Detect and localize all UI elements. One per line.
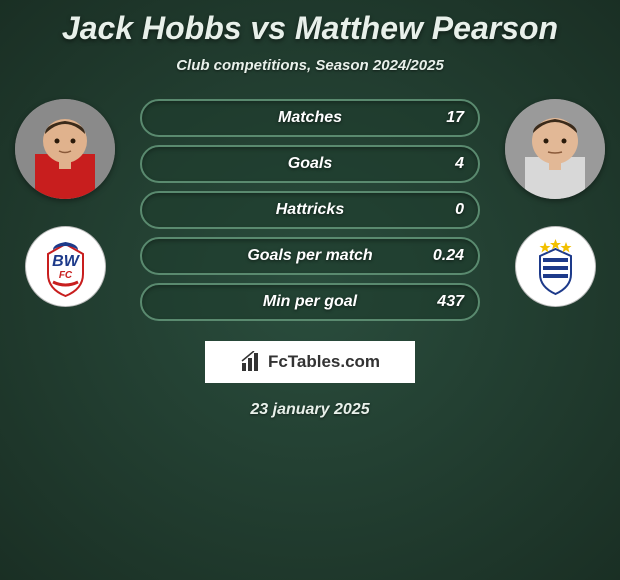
svg-text:FC: FC — [58, 270, 72, 281]
bar-chart-icon — [240, 351, 262, 373]
stat-right-value: 17 — [446, 109, 464, 127]
player-face-right-icon — [505, 99, 605, 199]
player-avatar-left — [15, 99, 115, 199]
stat-row: Hattricks 0 — [140, 191, 480, 229]
team-crest-left-icon: BW FC — [23, 224, 108, 309]
stat-right-value: 0 — [455, 201, 464, 219]
stat-right-value: 4 — [455, 155, 464, 173]
stat-label: Min per goal — [263, 293, 357, 311]
team-badge-left: BW FC — [23, 224, 108, 309]
team-crest-right-icon — [513, 224, 598, 309]
stat-row: Goals per match 0.24 — [140, 237, 480, 275]
stat-label: Goals — [288, 155, 332, 173]
comparison-subtitle: Club competitions, Season 2024/2025 — [0, 57, 620, 74]
team-badge-right — [513, 224, 598, 309]
left-column: BW FC — [10, 99, 120, 309]
stat-right-value: 437 — [437, 293, 464, 311]
stat-row: Goals 4 — [140, 145, 480, 183]
svg-text:BW: BW — [52, 253, 81, 270]
stat-label: Matches — [278, 109, 342, 127]
main-row: BW FC Matches 17 Goals 4 Hattricks 0 — [0, 99, 620, 321]
stat-right-value: 0.24 — [433, 247, 464, 265]
stat-label: Hattricks — [276, 201, 344, 219]
stat-label: Goals per match — [247, 247, 372, 265]
stat-row: Matches 17 — [140, 99, 480, 137]
stats-column: Matches 17 Goals 4 Hattricks 0 Goals per… — [120, 99, 500, 321]
right-column — [500, 99, 610, 309]
player-avatar-right — [505, 99, 605, 199]
player-face-left-icon — [15, 99, 115, 199]
date-label: 23 january 2025 — [0, 401, 620, 419]
brand-box: FcTables.com — [205, 341, 415, 383]
brand-label: FcTables.com — [268, 352, 380, 372]
stat-row: Min per goal 437 — [140, 283, 480, 321]
comparison-title: Jack Hobbs vs Matthew Pearson — [0, 10, 620, 47]
